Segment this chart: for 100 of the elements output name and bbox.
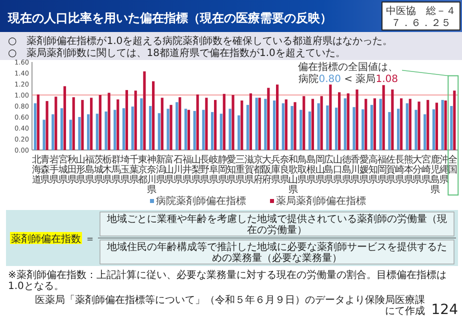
bar — [228, 108, 232, 150]
x-tick-label: 広島県 — [324, 154, 334, 186]
bar — [441, 100, 444, 150]
bar — [264, 98, 267, 150]
bar — [418, 102, 420, 150]
bar — [294, 102, 296, 150]
bar — [408, 98, 412, 150]
x-tick-label: 熊本県 — [404, 154, 414, 186]
bar — [63, 86, 66, 150]
bar — [311, 98, 314, 150]
x-tick-label: 高知県 — [368, 154, 378, 186]
bar — [36, 94, 40, 150]
x-tick-label: 奈良県 — [280, 154, 290, 186]
x-tick-label: 香川県 — [350, 154, 361, 186]
bar — [78, 117, 81, 150]
bar — [255, 98, 258, 150]
text: 地域住民の年齢構成等で推計した地域に必要な薬剤師サービスを提供するための業務量（必要な業務量） — [106, 241, 447, 264]
text: 薬剤師偏在指数 — [11, 233, 81, 245]
bar — [214, 100, 217, 150]
bar — [187, 110, 190, 150]
annotation: 病院0.80 < 薬局1.08 — [298, 73, 398, 85]
bar — [34, 103, 36, 150]
x-tick-label: 兵庫県 — [271, 154, 281, 186]
x-tick-label: 島根県 — [306, 154, 316, 186]
bar — [308, 112, 312, 150]
x-tick-label: 京都府 — [253, 154, 264, 186]
bar — [284, 99, 288, 150]
bar — [222, 94, 226, 150]
x-tick-label: 滋賀県 — [244, 154, 254, 186]
bar — [432, 109, 436, 150]
bar — [396, 108, 400, 150]
bar — [373, 98, 376, 150]
x-tick-label: 石川県 — [174, 154, 184, 186]
x-tick-label: 長崎県 — [394, 154, 405, 186]
bar — [246, 104, 250, 150]
bar — [149, 106, 152, 150]
text: 124 — [431, 302, 458, 318]
bar — [382, 85, 385, 150]
x-tick-label: 佐賀県 — [386, 154, 396, 186]
bar — [300, 110, 302, 150]
bar — [108, 92, 110, 150]
text: 地域ごとに業種や年齢を考慮した地域で提供されている薬剤師の労働量（現在の労働量） — [106, 213, 447, 236]
bar — [54, 96, 58, 150]
bar — [388, 112, 391, 150]
chart-title: 現在の人口比率を用いた偏在指標（現在の医療需要の反映） — [7, 11, 332, 25]
bar — [96, 114, 98, 150]
bar — [326, 105, 329, 150]
bar — [134, 90, 137, 150]
legend-label: 薬局薬剤師偏在指標 — [276, 195, 366, 207]
bar — [302, 96, 306, 150]
bar — [211, 112, 214, 150]
x-tick-label: 山形県 — [76, 154, 86, 186]
bar — [69, 120, 72, 150]
bar — [356, 90, 358, 150]
x-tick-label: 群馬県 — [110, 154, 122, 186]
text: 医薬局「薬剤師偏在指標等について」（令和５年６月９日）のデータより保険局医療課にて作成 — [35, 294, 425, 317]
bar — [176, 102, 178, 150]
x-tick-label: 全国 — [448, 154, 458, 176]
x-tick-label: 岡山県 — [315, 154, 326, 186]
bar — [320, 96, 323, 150]
bar — [329, 84, 332, 150]
annotation: 偏在指標の全国値は、 — [298, 61, 398, 73]
text: 中医協 総－４ — [386, 5, 456, 17]
x-tick-label: 鹿児島県 — [430, 154, 440, 196]
x-tick-label: 新潟県 — [156, 154, 166, 186]
bar — [131, 106, 134, 150]
x-tick-label: 栃木県 — [102, 154, 113, 186]
bar — [364, 98, 368, 150]
bar — [240, 100, 244, 150]
bar — [160, 98, 164, 150]
x-tick-label: 富山県 — [164, 154, 175, 186]
bar — [122, 108, 126, 150]
text: ＝ — [85, 234, 95, 245]
bar — [370, 104, 374, 150]
x-tick-label: 鳥取県 — [296, 154, 308, 186]
bar — [205, 98, 208, 150]
bar — [444, 100, 447, 150]
bar — [258, 98, 261, 150]
bar — [317, 103, 320, 150]
bar — [273, 100, 276, 150]
bar — [282, 103, 284, 150]
bar — [81, 100, 84, 150]
x-tick-label: 三重県 — [236, 154, 246, 186]
bar — [170, 104, 172, 150]
x-tick-label: 岐阜県 — [209, 154, 219, 186]
bar — [220, 114, 222, 150]
bar — [232, 95, 234, 150]
x-tick-label: 千葉県 — [129, 154, 140, 186]
x-tick-label: 静岡県 — [218, 154, 228, 186]
bar — [352, 107, 356, 150]
bar — [143, 71, 146, 150]
bar — [362, 109, 364, 150]
x-tick-label: 愛知県 — [226, 154, 237, 186]
bar — [267, 88, 270, 150]
bar — [338, 92, 341, 150]
bar — [152, 81, 155, 150]
bar — [90, 98, 93, 150]
bar — [391, 90, 394, 150]
x-tick-label: 和歌山県 — [288, 154, 299, 196]
x-tick-label: 徳島県 — [342, 154, 352, 186]
